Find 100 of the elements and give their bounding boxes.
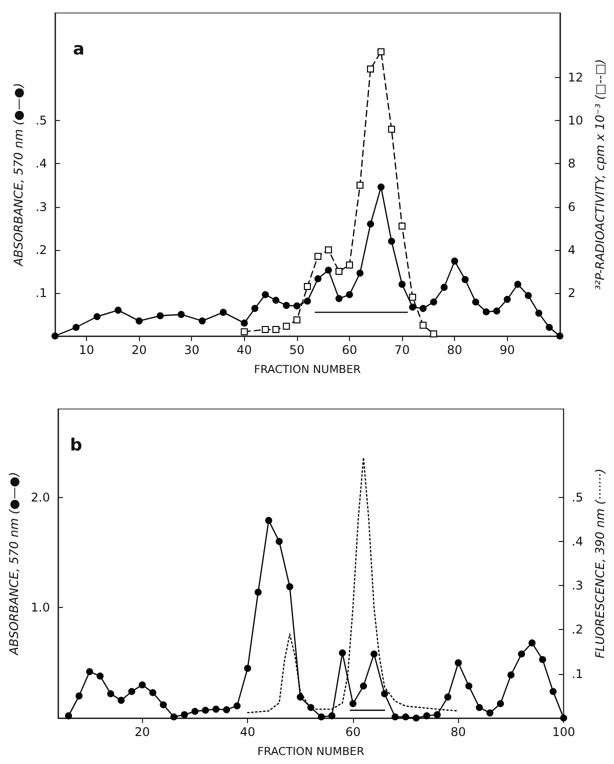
point	[293, 316, 300, 324]
x-tick-label: 100	[552, 725, 576, 739]
point	[392, 713, 399, 720]
y2-axis-title: ³²P-RADIOACTIVITY, cpm x 10⁻³ (□--□)	[593, 59, 607, 290]
point	[430, 330, 438, 338]
point	[180, 711, 188, 718]
point	[550, 688, 557, 696]
point	[493, 308, 500, 315]
y2-axis-title: FLUORESCENCE, 390 nm (·······)	[593, 468, 607, 658]
point	[272, 326, 280, 334]
point	[178, 310, 185, 318]
point	[504, 296, 511, 303]
point	[472, 298, 480, 306]
point	[556, 332, 564, 340]
point	[335, 268, 342, 275]
x-tick-label: 40	[240, 725, 256, 739]
y2-tick-label: .4	[572, 534, 584, 548]
point	[378, 183, 385, 190]
y2-tick-label: 12	[568, 70, 584, 85]
y-axis-title: ABSORBANCE, 570 nm (●—●)	[7, 472, 21, 656]
y2-tick-label: .5	[572, 490, 584, 504]
point	[338, 649, 346, 656]
y-tick-label: .1	[36, 286, 47, 300]
point	[528, 639, 536, 646]
point	[444, 694, 452, 701]
point	[476, 704, 483, 712]
point	[307, 704, 314, 712]
x-tick-label: 60	[342, 343, 358, 357]
y2-tick-label: .1	[572, 666, 584, 681]
point	[94, 313, 101, 320]
x-tick-label: 80	[450, 725, 466, 739]
y2-tick-label: 6	[568, 200, 576, 214]
point	[304, 298, 311, 305]
point	[514, 280, 522, 288]
point	[454, 659, 462, 666]
point	[335, 295, 342, 302]
point	[220, 308, 227, 316]
point	[378, 48, 385, 56]
point	[328, 712, 336, 720]
point	[96, 672, 104, 680]
point	[272, 296, 280, 304]
point	[244, 664, 252, 672]
x-tick-label: 80	[447, 343, 462, 357]
point	[262, 291, 269, 298]
point	[149, 689, 156, 696]
point	[314, 252, 322, 260]
point	[282, 322, 290, 330]
x-tick-label: 10	[78, 343, 94, 357]
point	[465, 682, 472, 690]
point	[420, 304, 427, 312]
point	[240, 320, 248, 327]
x-axis-title: FRACTION NUMBER	[257, 745, 365, 758]
y-tick-label: .4	[36, 156, 47, 171]
point	[212, 706, 220, 713]
x-tick-label: 50	[289, 343, 305, 357]
point	[462, 276, 469, 284]
x-tick-label: 70	[394, 343, 410, 357]
point	[265, 516, 272, 524]
point	[72, 324, 80, 331]
point	[367, 65, 374, 72]
y2-tick-label: 4	[568, 242, 576, 257]
point	[52, 332, 58, 340]
point	[420, 322, 427, 329]
point	[349, 700, 356, 708]
point	[430, 298, 438, 306]
point	[356, 182, 364, 189]
point	[296, 694, 304, 701]
y-tick-label: 1.0	[30, 600, 50, 615]
point	[138, 681, 146, 688]
point	[539, 656, 546, 664]
point	[324, 266, 332, 274]
point	[304, 282, 311, 290]
annotation: a	[73, 40, 84, 60]
point	[107, 690, 114, 698]
point	[128, 688, 136, 696]
point	[324, 246, 332, 254]
point	[388, 238, 396, 245]
y2-tick-label: .2	[572, 622, 584, 637]
point	[360, 682, 367, 690]
point	[276, 538, 283, 545]
point	[398, 222, 406, 230]
x-axis-title: FRACTION NUMBER	[254, 363, 362, 376]
point	[409, 294, 416, 301]
point	[370, 650, 378, 658]
point	[423, 712, 430, 720]
point	[191, 708, 198, 715]
y-tick-label: 2.0	[30, 490, 50, 504]
point	[546, 324, 553, 331]
point	[346, 261, 353, 268]
x-tick-label: 40	[236, 343, 252, 357]
y-axis-title: ABSORBANCE, 570 nm (●—●)	[12, 83, 26, 267]
point	[76, 692, 83, 700]
point	[170, 713, 178, 720]
x-tick-label: 90	[500, 343, 515, 357]
point	[156, 312, 164, 320]
point	[440, 284, 448, 291]
point	[223, 706, 230, 714]
point	[86, 668, 94, 676]
point	[198, 317, 206, 324]
point	[346, 291, 353, 298]
